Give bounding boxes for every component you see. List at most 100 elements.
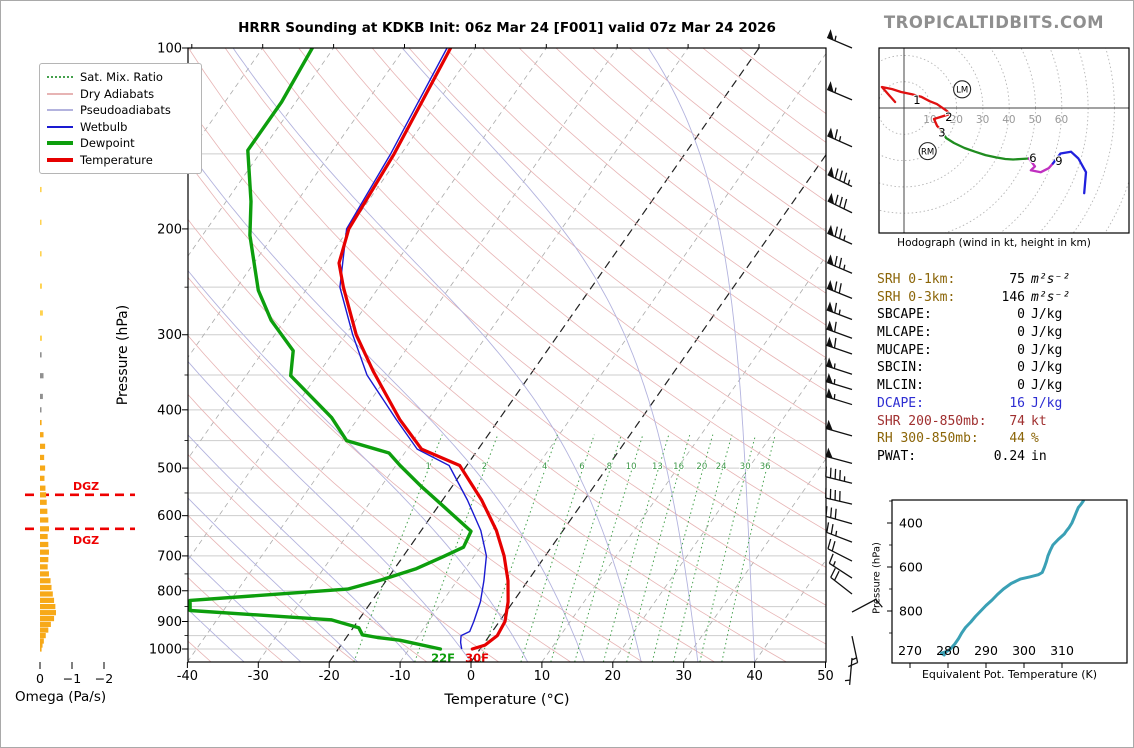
svg-text:−2: −2 bbox=[95, 671, 113, 686]
wind-barb bbox=[828, 553, 853, 579]
svg-text:-10: -10 bbox=[389, 669, 410, 684]
stat-value: 0 bbox=[1017, 360, 1025, 376]
stat-label: MLCAPE: bbox=[877, 325, 932, 341]
wind-barb bbox=[825, 466, 853, 484]
svg-text:800: 800 bbox=[157, 584, 182, 599]
stat-row: PWAT: 0.24 in bbox=[877, 448, 1089, 466]
theta-e-pressure-label: Pressure (hPa) bbox=[871, 542, 883, 614]
surface-temp-label: 30F bbox=[465, 651, 489, 665]
stat-unit: in bbox=[1031, 448, 1047, 464]
svg-text:20: 20 bbox=[950, 114, 963, 126]
wind-barb bbox=[827, 224, 853, 245]
legend-line-sample bbox=[47, 141, 73, 146]
temperature-axis-label: Temperature (°C) bbox=[444, 692, 570, 708]
svg-text:1: 1 bbox=[426, 462, 431, 472]
hodograph-height-label: 2 bbox=[945, 110, 952, 124]
svg-text:500: 500 bbox=[157, 462, 182, 477]
svg-text:280: 280 bbox=[936, 643, 960, 658]
stat-row: SHR 200-850mb: 74 kt bbox=[877, 413, 1089, 431]
hodograph-height-label: 1 bbox=[913, 93, 920, 107]
legend-item: Dry Adiabats bbox=[47, 86, 193, 103]
hodograph-trace bbox=[1051, 150, 1088, 195]
wind-barb bbox=[827, 192, 853, 214]
stat-unit: kt bbox=[1031, 413, 1047, 429]
svg-text:4: 4 bbox=[542, 462, 547, 472]
svg-text:50: 50 bbox=[817, 669, 834, 684]
wind-barb bbox=[826, 279, 853, 300]
wind-barb bbox=[844, 657, 853, 685]
hodograph-trace bbox=[940, 129, 1031, 161]
svg-text:−1: −1 bbox=[63, 671, 81, 686]
svg-text:200: 200 bbox=[157, 222, 182, 237]
pressure-axis-label: Pressure (hPa) bbox=[115, 304, 131, 406]
svg-text:30: 30 bbox=[740, 462, 751, 472]
stat-value: 44 bbox=[1009, 431, 1025, 447]
stat-row: MLCIN: 0 J/kg bbox=[877, 377, 1089, 395]
stat-row: SBCAPE: 0 J/kg bbox=[877, 306, 1089, 324]
svg-text:-30: -30 bbox=[248, 669, 269, 684]
stat-value: 0.24 bbox=[993, 448, 1025, 464]
stat-row: MLCAPE: 0 J/kg bbox=[877, 324, 1089, 342]
stat-value: 16 bbox=[1009, 395, 1025, 411]
sounding-curves bbox=[188, 48, 510, 651]
svg-text:600: 600 bbox=[899, 560, 923, 575]
stat-value: 0 bbox=[1017, 307, 1025, 323]
stat-label: PWAT: bbox=[877, 448, 917, 464]
legend-item-label: Sat. Mix. Ratio bbox=[80, 70, 163, 85]
svg-text:100: 100 bbox=[157, 42, 182, 57]
svg-text:36: 36 bbox=[760, 462, 771, 472]
wind-barb bbox=[825, 447, 853, 464]
svg-text:30: 30 bbox=[675, 669, 692, 684]
storm-motion-marker bbox=[953, 80, 972, 99]
stat-unit: m²s⁻² bbox=[1031, 272, 1071, 287]
legend-item: Wetbulb bbox=[47, 119, 193, 136]
hodograph-height-label: 6 bbox=[1029, 151, 1036, 165]
svg-text:60: 60 bbox=[1055, 114, 1068, 126]
wind-barb bbox=[847, 636, 859, 668]
wind-barb bbox=[827, 166, 853, 188]
wind-barb bbox=[825, 487, 853, 505]
svg-text:40: 40 bbox=[1002, 114, 1015, 126]
svg-text:0: 0 bbox=[36, 671, 44, 686]
svg-text:-20: -20 bbox=[319, 669, 340, 684]
svg-text:0: 0 bbox=[467, 669, 475, 684]
stat-unit: J/kg bbox=[1031, 378, 1063, 394]
dgz-label: DGZ bbox=[73, 480, 99, 493]
stat-value: 74 bbox=[1009, 413, 1025, 429]
stat-label: SRH 0-1km: bbox=[877, 272, 956, 287]
wind-barb bbox=[826, 81, 853, 101]
wind-barb bbox=[826, 254, 853, 274]
wind-barb bbox=[851, 598, 883, 613]
page-title: HRRR Sounding at KDKB Init: 06z Mar 24 [… bbox=[238, 20, 776, 36]
svg-text:2: 2 bbox=[482, 462, 487, 472]
legend-item: Temperature bbox=[47, 152, 193, 169]
legend: Sat. Mix. Ratio Dry Adiabats Pseudoadiabat… bbox=[39, 63, 202, 174]
hodograph: 10 20 30 40 50 60 1 23 6 9 LM RM bbox=[878, 47, 1130, 234]
stat-label: SHR 200-850mb: bbox=[877, 413, 987, 429]
stat-row: DCAPE: 16 J/kg bbox=[877, 395, 1089, 413]
legend-item: Dewpoint bbox=[47, 135, 193, 152]
svg-text:10: 10 bbox=[626, 462, 637, 472]
storm-motion-marker bbox=[918, 142, 937, 161]
svg-text:40: 40 bbox=[746, 669, 763, 684]
theta-e-curve bbox=[940, 500, 1085, 657]
svg-text:-40: -40 bbox=[177, 669, 198, 684]
stat-row: SRH 0-1km: 75 m²s⁻² bbox=[877, 271, 1089, 289]
stat-value: 0 bbox=[1017, 378, 1025, 394]
svg-text:700: 700 bbox=[157, 549, 182, 564]
stat-label: MUCAPE: bbox=[877, 342, 932, 358]
tropicaltidbits-logo: TROPICALTIDBITS.COM bbox=[883, 13, 1105, 32]
svg-text:8: 8 bbox=[607, 462, 612, 472]
stat-unit: J/kg bbox=[1031, 325, 1063, 341]
theta-e-panel: 270 280 290 300 310 400 600 800 bbox=[887, 499, 1128, 668]
svg-text:300: 300 bbox=[157, 328, 182, 343]
legend-item-label: Dewpoint bbox=[80, 136, 135, 151]
stat-unit: J/kg bbox=[1031, 395, 1063, 411]
mixing-ratio-lines: 1 2 4 6 8 10 13 16 20 24 30 36 bbox=[353, 434, 776, 662]
wind-barb bbox=[826, 357, 853, 375]
legend-line-sample bbox=[47, 157, 73, 162]
svg-text:900: 900 bbox=[157, 615, 182, 630]
stat-value: 75 bbox=[1009, 272, 1025, 287]
